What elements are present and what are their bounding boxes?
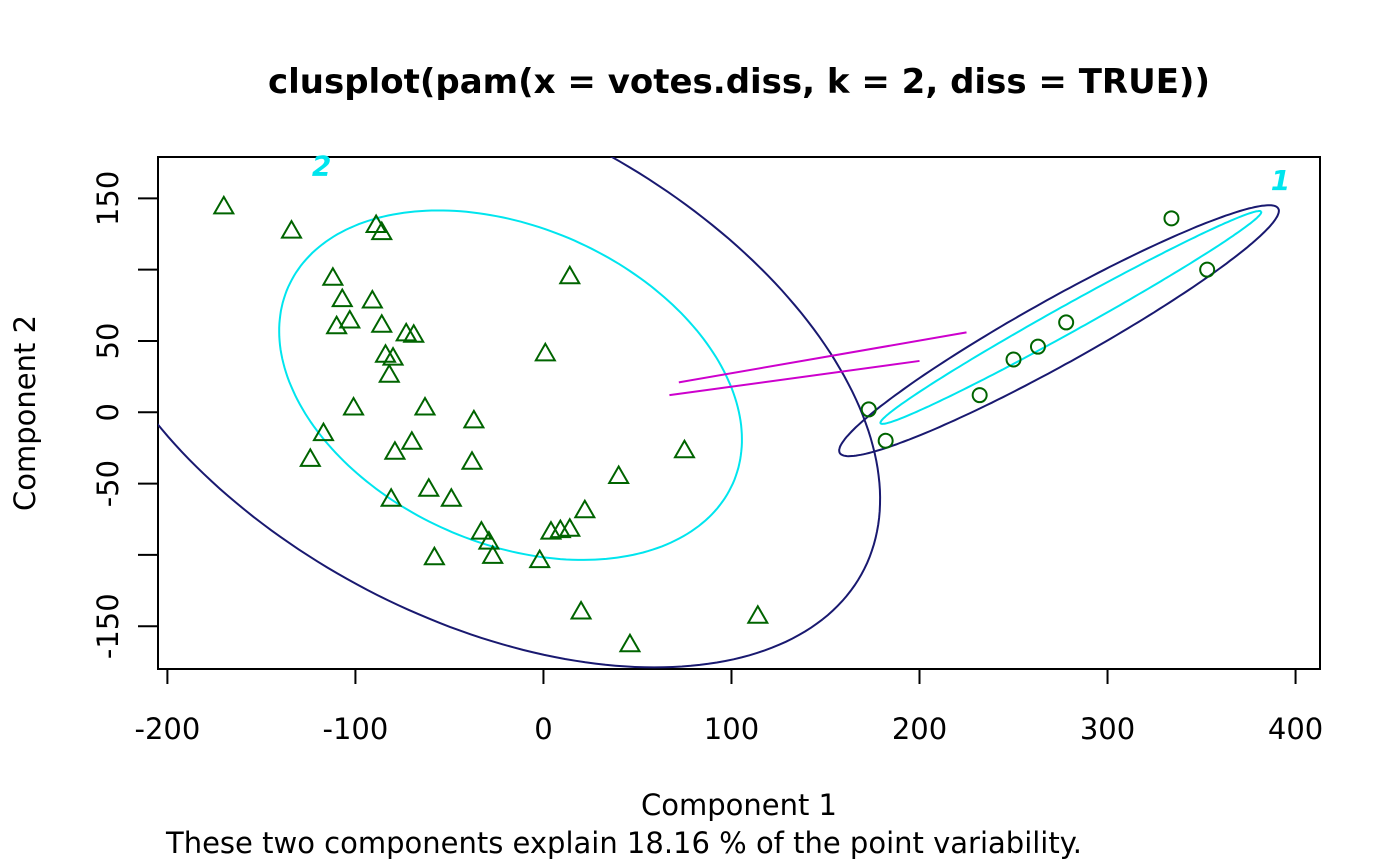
- variability-subtitle: These two components explain 18.16 % of …: [165, 826, 1082, 860]
- x-tick-label: 0: [534, 712, 552, 746]
- cluster-2-spanning-ellipse: [158, 157, 882, 669]
- y-tick-label: -150: [91, 593, 125, 659]
- cluster-1-point: [860, 401, 877, 418]
- cluster-1-point: [1199, 261, 1216, 278]
- cluster-1-spanning-ellipse: [838, 204, 1280, 458]
- cluster-2-point: [528, 548, 551, 569]
- y-tick-label: -50: [91, 460, 125, 507]
- cluster-1-point: [1058, 314, 1075, 331]
- cluster-2-label: 2: [312, 150, 331, 183]
- cluster-2-point: [370, 220, 393, 241]
- cluster-2-point: [383, 440, 407, 460]
- y-axis-label: Component 2: [8, 315, 42, 511]
- cluster-1-point: [1029, 338, 1046, 355]
- cluster-2-point: [299, 447, 322, 467]
- cluster-2-point: [558, 264, 582, 285]
- cluster-2-point: [746, 604, 770, 624]
- x-tick-label: 400: [1268, 712, 1323, 746]
- cluster-2-point: [573, 498, 597, 519]
- x-axis: -200 -100 0 100 200 300 400: [134, 668, 1323, 746]
- cluster-2-point: [402, 323, 425, 343]
- cluster-label-layer: 12: [312, 150, 1290, 197]
- cluster-1-point: [971, 387, 988, 404]
- cluster-1-point: [1163, 210, 1180, 227]
- cluster-2-point: [413, 396, 437, 416]
- point-layer: [212, 194, 1216, 653]
- cluster-2-point: [370, 313, 393, 333]
- x-tick-label: -100: [323, 712, 389, 746]
- cluster-2-point: [462, 408, 486, 429]
- cluster-2-point: [212, 194, 236, 215]
- cluster-2-point: [321, 266, 345, 286]
- chart-title: clusplot(pam(x = votes.diss, k = 2, diss…: [268, 62, 1210, 102]
- cluster-2-point: [440, 487, 463, 507]
- y-tick-label: 0: [91, 403, 125, 421]
- cluster-2-point: [423, 545, 446, 566]
- cluster-2-point: [312, 421, 335, 442]
- cluster-2-point: [338, 309, 362, 329]
- cluster-2-point: [378, 363, 401, 383]
- cluster-2-point: [534, 341, 557, 362]
- y-tick-label: 50: [91, 323, 125, 360]
- cluster-1-label: 1: [1271, 164, 1290, 197]
- cluster-2-point: [558, 517, 582, 537]
- cluster-2-point: [400, 430, 424, 450]
- ellipse-layer: [158, 157, 1280, 669]
- cluster-1-point: [877, 432, 894, 449]
- x-tick-label: 200: [892, 712, 947, 746]
- cluster-2-point: [481, 544, 504, 564]
- x-tick-label: -200: [134, 712, 200, 746]
- cluster-distance-line: [678, 331, 967, 384]
- cluster-2-point: [379, 487, 403, 507]
- cluster-2-point: [417, 477, 440, 497]
- cluster-2-point: [477, 530, 501, 550]
- cluster-distance-line: [669, 359, 920, 397]
- cluster-1-point: [1005, 351, 1022, 368]
- plot-area: [158, 157, 1280, 669]
- cluster-2-point: [325, 314, 348, 335]
- cluster-2-point: [280, 219, 303, 239]
- distance-line-layer: [669, 331, 967, 397]
- y-axis: -150 -50 0 50 150: [91, 171, 159, 659]
- cluster-2-point: [331, 287, 354, 308]
- cluster-2-point: [361, 289, 384, 309]
- cluster-1-cluster-ellipse: [879, 210, 1263, 425]
- cluster-2-point: [539, 520, 563, 540]
- x-tick-label: 100: [704, 712, 759, 746]
- cluster-2-point: [381, 346, 405, 366]
- cluster-2-point: [673, 438, 696, 459]
- y-tick-label: 150: [91, 171, 125, 226]
- cluster-2-point: [607, 464, 630, 484]
- cluster-2-cluster-ellipse: [278, 209, 743, 561]
- cluster-2-point: [569, 599, 593, 620]
- cluster-2-point: [618, 632, 642, 653]
- cluster-2-point: [394, 321, 418, 342]
- x-axis-label: Component 1: [641, 788, 837, 822]
- cluster-2-point: [470, 520, 493, 540]
- cluster-2-point: [342, 396, 365, 416]
- cluster-2-point: [460, 450, 484, 470]
- x-tick-label: 300: [1080, 712, 1135, 746]
